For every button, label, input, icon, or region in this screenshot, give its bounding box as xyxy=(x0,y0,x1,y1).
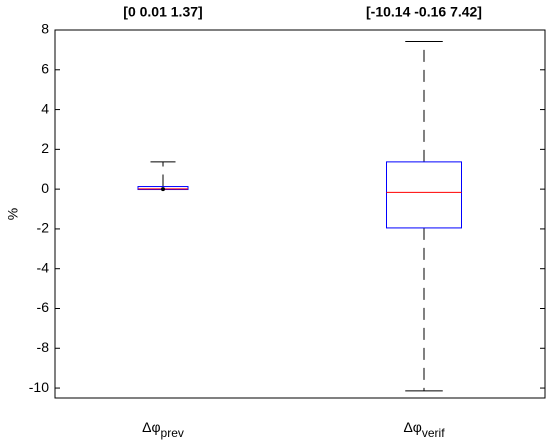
y-tick-label: -10 xyxy=(29,379,49,395)
y-tick-label: -8 xyxy=(37,339,50,355)
category-symbol: Δφ xyxy=(142,419,160,435)
y-tick-label: -4 xyxy=(37,259,50,275)
plot-frame xyxy=(54,29,546,399)
x-tick-label: Δφverif xyxy=(403,419,445,440)
y-tick-label: 8 xyxy=(41,21,49,37)
box xyxy=(386,161,462,229)
y-tick-label: 4 xyxy=(41,100,49,116)
y-axis-label: % xyxy=(5,208,21,220)
y-tick-label: 0 xyxy=(41,180,49,196)
category-subscript: verif xyxy=(422,426,445,440)
x-tick-label: Δφprev xyxy=(142,419,184,440)
y-tick-label: 2 xyxy=(41,140,49,156)
annotation: [0 0.01 1.37] xyxy=(123,4,202,20)
category-symbol: Δφ xyxy=(403,419,421,435)
category-subscript: prev xyxy=(161,426,184,440)
marker-point xyxy=(161,187,165,192)
y-tick-label: -2 xyxy=(37,220,50,236)
y-tick-label: 6 xyxy=(41,60,49,76)
annotation: [-10.14 -0.16 7.42] xyxy=(366,4,482,20)
y-tick-label: -6 xyxy=(37,299,50,315)
